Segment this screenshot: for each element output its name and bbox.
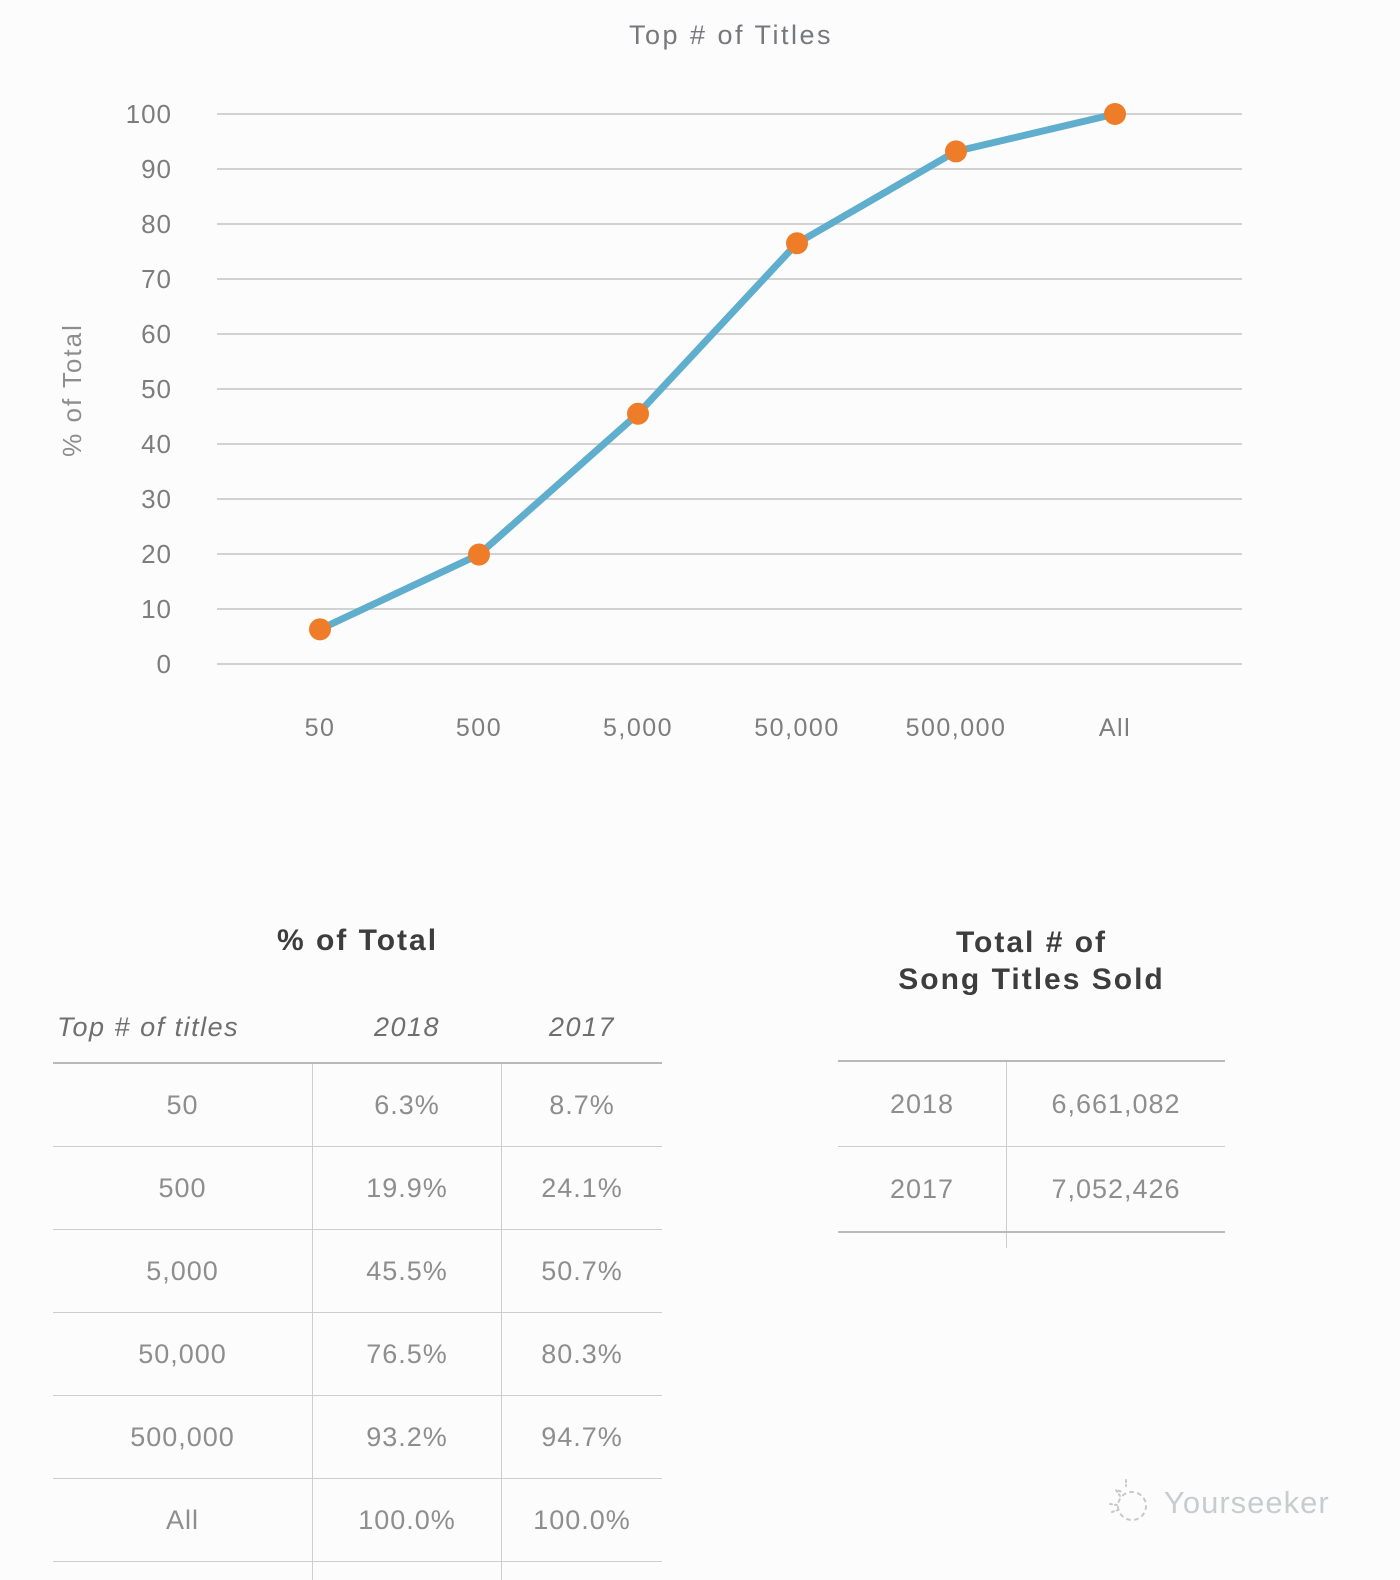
data-point-marker bbox=[309, 618, 331, 641]
table-cell: 94.7% bbox=[541, 1421, 623, 1452]
y-tick-label: 40 bbox=[141, 429, 172, 459]
table-cell: 2018 bbox=[838, 1062, 1007, 1146]
table-cell: 8.7% bbox=[549, 1089, 615, 1120]
percent-of-total-table: % of Total Top # of titles 2018 2017 50 6… bbox=[53, 908, 662, 1580]
totals-table-title-line2: Song Titles Sold bbox=[898, 963, 1165, 996]
table-cell: 500,000 bbox=[130, 1421, 235, 1452]
table-row: 500 19.9% 24.1% bbox=[53, 1147, 662, 1230]
table-row: 50,000 76.5% 80.3% bbox=[53, 1313, 662, 1396]
x-tick-label: 500,000 bbox=[906, 714, 1007, 742]
table-cell: 2017 bbox=[838, 1147, 1007, 1231]
table-cell bbox=[502, 1562, 662, 1580]
table-cell bbox=[53, 1562, 312, 1580]
table-cell: 50,000 bbox=[138, 1338, 227, 1369]
table-cell: 19.9% bbox=[312, 1147, 502, 1229]
y-tick-label: 90 bbox=[141, 154, 172, 184]
y-tick-label: 0 bbox=[157, 649, 172, 679]
table-cell: 50 bbox=[166, 1089, 199, 1120]
totals-table-divider-tail bbox=[1006, 1233, 1007, 1248]
table-cell: 6.3% bbox=[312, 1064, 502, 1146]
table-cell bbox=[312, 1562, 502, 1580]
column-header-2017: 2017 bbox=[548, 1012, 616, 1042]
table-cell: 50.7% bbox=[541, 1255, 623, 1286]
table-cell: 24.1% bbox=[541, 1172, 623, 1203]
table-cell: All bbox=[165, 1504, 199, 1535]
x-tick-label: 50,000 bbox=[754, 714, 839, 742]
watermark-label: Yourseeker bbox=[1164, 1485, 1330, 1520]
line-chart-canvas: 0 10 20 30 40 50 60 70 80 90 100 50 500 5,000 50,000 50… bbox=[126, 99, 1242, 742]
table-row: 2017 7,052,426 bbox=[838, 1146, 1225, 1231]
series-line-2018 bbox=[316, 110, 1119, 633]
titles-distribution-chart: 0 10 20 30 40 50 60 70 80 90 100 50 500 5,000 50,000 50… bbox=[57, 20, 1242, 742]
totals-table-title-line1: Total # of bbox=[955, 926, 1108, 959]
percent-table-title: % of Total bbox=[276, 924, 439, 957]
column-header-top-titles: Top # of titles bbox=[57, 1012, 240, 1042]
totals-table-body: 2018 6,661,082 2017 7,052,426 bbox=[838, 1060, 1225, 1233]
data-point-marker bbox=[945, 140, 967, 163]
table-row: All 100.0% 100.0% bbox=[53, 1479, 662, 1562]
y-tick-label: 20 bbox=[141, 539, 172, 569]
y-tick-label: 70 bbox=[141, 264, 172, 294]
table-cell: 45.5% bbox=[312, 1230, 502, 1312]
x-tick-label: 5,000 bbox=[603, 714, 673, 742]
y-tick-label: 10 bbox=[141, 594, 172, 624]
table-cell: 7,052,426 bbox=[1051, 1173, 1181, 1204]
data-point-marker bbox=[627, 402, 649, 425]
table-row: 5,000 45.5% 50.7% bbox=[53, 1230, 662, 1313]
totals-table-title: Total # of Song Titles Sold bbox=[838, 908, 1225, 998]
x-tick-label: 50 bbox=[305, 714, 336, 742]
table-row: 50 6.3% 8.7% bbox=[53, 1064, 662, 1147]
table-cell: 500 bbox=[158, 1172, 207, 1203]
table-cell: 5,000 bbox=[146, 1255, 219, 1286]
data-point-marker bbox=[786, 232, 808, 255]
data-point-marker bbox=[1104, 103, 1126, 125]
data-point-marker bbox=[468, 543, 490, 566]
percent-table-body: 50 6.3% 8.7% 500 19.9% 24.1% 5,000 45.5% 50.7% 50… bbox=[53, 1062, 662, 1580]
table-row-cropped bbox=[53, 1562, 662, 1580]
table-cell: 6,661,082 bbox=[1051, 1088, 1181, 1119]
y-tick-label: 60 bbox=[141, 319, 172, 349]
table-cell: 100.0% bbox=[533, 1504, 631, 1535]
y-tick-label: 100 bbox=[126, 99, 172, 129]
y-axis-label: % of Total bbox=[57, 323, 87, 457]
table-cell: 93.2% bbox=[312, 1396, 502, 1478]
table-cell: 100.0% bbox=[312, 1479, 502, 1561]
table-row: 2018 6,661,082 bbox=[838, 1062, 1225, 1146]
song-titles-sold-table: Total # of Song Titles Sold 2018 6,661,08… bbox=[838, 908, 1225, 1248]
table-row: 500,000 93.2% 94.7% bbox=[53, 1396, 662, 1479]
table-cell: 80.3% bbox=[541, 1338, 623, 1369]
x-tick-label: All bbox=[1099, 714, 1131, 742]
yourseeker-watermark: Yourseeker bbox=[1104, 1474, 1330, 1532]
y-tick-label: 50 bbox=[141, 374, 172, 404]
table-cell: 76.5% bbox=[312, 1313, 502, 1395]
column-header-2018: 2018 bbox=[373, 1012, 441, 1042]
yourseeker-logo-icon bbox=[1109, 1479, 1147, 1521]
y-tick-label: 80 bbox=[141, 209, 172, 239]
x-tick-label: 500 bbox=[456, 714, 502, 742]
y-tick-label: 30 bbox=[141, 484, 172, 514]
chart-title: Top # of Titles bbox=[628, 20, 834, 50]
percent-table-header-row: Top # of titles 2018 2017 bbox=[53, 1012, 662, 1062]
